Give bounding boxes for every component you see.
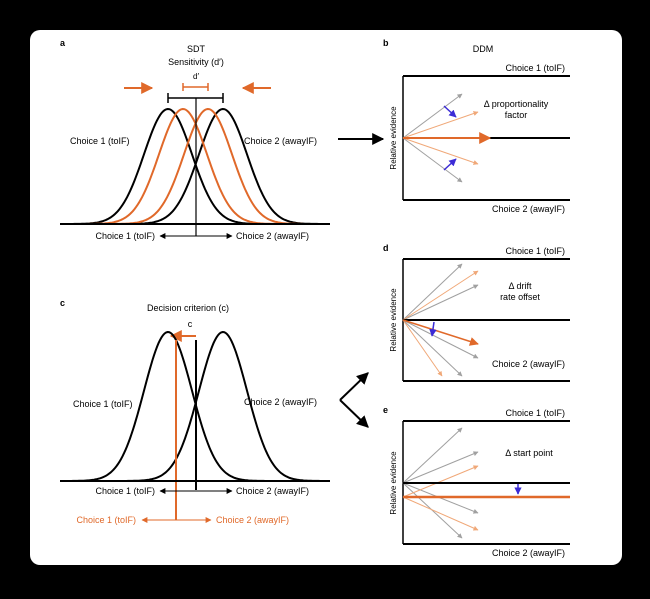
path-gray-mid-up-e	[402, 451, 479, 484]
path-gray-up-d	[402, 263, 463, 321]
panel-a-letter: a	[60, 38, 66, 48]
panel-a: a SDT Sensitivity (d′) d′ Choice 1 (toIF…	[60, 38, 330, 241]
panel-b-bottom-label: Choice 2 (awayIF)	[492, 204, 565, 214]
panel-e-top-label: Choice 1 (toIF)	[505, 408, 565, 418]
path-orange-up-d	[402, 270, 479, 321]
path-gray-down-d	[402, 319, 463, 377]
panel-c: c Decision criterion (c) c Choice 1 (toI…	[60, 298, 330, 525]
axis-label-left-c: Choice 1 (toIF)	[95, 486, 155, 496]
panel-a-subtitle: Sensitivity (d′)	[168, 57, 224, 67]
panel-b-y-label: Relative evidence	[389, 106, 398, 170]
panel-d-annotation-line1: Δ drift	[508, 281, 532, 291]
figure-card	[30, 30, 622, 565]
path-gray-mid-down-d	[402, 319, 479, 359]
c-symbol: c	[188, 319, 193, 329]
path-gray-up-b	[402, 93, 463, 139]
path-gray-down-b	[402, 137, 463, 183]
panel-e-y-label: Relative evidence	[389, 451, 398, 515]
path-gray-up-e	[402, 427, 463, 484]
arrow-to-panel-d	[339, 372, 369, 401]
panel-e-letter: e	[383, 405, 388, 415]
branch-arrows	[339, 372, 369, 428]
panel-d-annotation-line2: rate offset	[500, 292, 540, 302]
d-prime-symbol: d′	[193, 72, 199, 81]
path-orange-up-e	[402, 465, 479, 498]
d-prime-bracket-orange	[182, 83, 209, 91]
path-orange-down-b	[402, 137, 479, 165]
left-distribution-label-c: Choice 1 (toIF)	[73, 399, 133, 409]
path-center-orange-d	[402, 319, 479, 346]
panel-e-bottom-label: Choice 2 (awayIF)	[492, 548, 565, 558]
orange-axis-label-right-c: Choice 2 (awayIF)	[216, 515, 289, 525]
curve-choice1-black	[64, 107, 271, 225]
curve-choice2-black	[119, 107, 326, 225]
curve-choice1-c	[64, 330, 271, 482]
panel-e-annotation-line1: Δ start point	[505, 448, 553, 458]
panel-d-top-label: Choice 1 (toIF)	[505, 246, 565, 256]
path-orange-down-e	[402, 496, 479, 531]
blue-arrow-d	[429, 321, 437, 337]
panel-c-letter: c	[60, 298, 65, 308]
panel-b-letter: b	[383, 38, 389, 48]
left-distribution-label: Choice 1 (toIF)	[70, 136, 130, 146]
axis-label-right-a: Choice 2 (awayIF)	[236, 231, 309, 241]
panel-b-title: DDM	[473, 44, 494, 54]
curve-choice2-orange	[104, 107, 311, 225]
panel-c-title: Decision criterion (c)	[147, 303, 229, 313]
axis-label-left-a: Choice 1 (toIF)	[95, 231, 155, 241]
orange-axis-label-left-c: Choice 1 (toIF)	[76, 515, 136, 525]
panel-e: e Choice 1 (toIF) Choice 2 (awayIF) Rela…	[383, 405, 570, 558]
blue-arrow-up-b	[443, 105, 457, 118]
curve-choice2-c	[119, 330, 326, 482]
panel-b: b DDM Choice 1 (toIF) Choice 2 (awayIF) …	[383, 38, 570, 214]
path-gray-mid-up-d	[402, 284, 479, 321]
panel-a-title: SDT	[187, 44, 206, 54]
blue-arrow-down-b	[443, 158, 457, 171]
curve-choice1-orange	[79, 107, 286, 225]
path-orange-up-b	[402, 111, 479, 139]
path-orange-down-d	[402, 319, 443, 377]
right-distribution-label-c: Choice 2 (awayIF)	[244, 397, 317, 407]
panel-d: d Choice 1 (toIF) Choice 2 (awayIF) Rela…	[383, 243, 570, 382]
panel-d-y-label: Relative evidence	[389, 288, 398, 352]
panel-d-letter: d	[383, 243, 389, 253]
arrow-to-panel-e	[339, 399, 369, 428]
panel-d-bottom-label: Choice 2 (awayIF)	[492, 359, 565, 369]
panel-b-annotation-line2: factor	[505, 110, 528, 120]
axis-label-right-c: Choice 2 (awayIF)	[236, 486, 309, 496]
panel-b-top-label: Choice 1 (toIF)	[505, 63, 565, 73]
panel-b-annotation-line1: Δ proportionality	[484, 99, 549, 109]
right-distribution-label: Choice 2 (awayIF)	[244, 136, 317, 146]
